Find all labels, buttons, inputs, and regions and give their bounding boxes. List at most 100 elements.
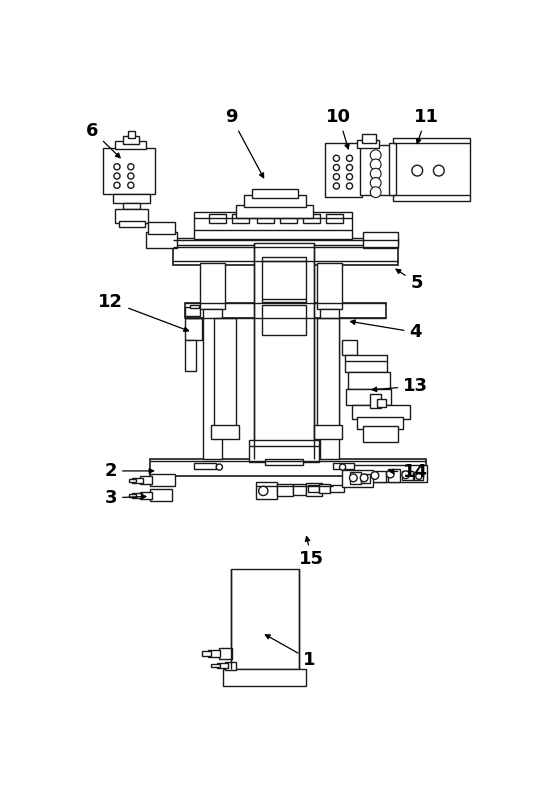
- Text: 13: 13: [372, 377, 428, 395]
- Bar: [262, 257, 306, 301]
- Bar: [148, 222, 175, 234]
- Bar: [357, 140, 379, 147]
- Text: 2: 2: [104, 462, 154, 480]
- Bar: [308, 485, 320, 492]
- Bar: [194, 463, 215, 469]
- Bar: [361, 474, 370, 483]
- Bar: [132, 478, 143, 483]
- Bar: [360, 145, 391, 195]
- Bar: [364, 232, 398, 247]
- Text: 3: 3: [104, 488, 146, 507]
- Bar: [262, 305, 306, 335]
- Bar: [402, 471, 412, 480]
- Circle shape: [334, 183, 340, 189]
- Bar: [362, 134, 376, 143]
- Circle shape: [350, 474, 357, 481]
- Bar: [150, 474, 175, 486]
- Bar: [332, 463, 354, 469]
- Bar: [377, 400, 386, 407]
- Bar: [185, 340, 196, 371]
- Circle shape: [370, 150, 381, 161]
- Bar: [392, 137, 470, 201]
- Bar: [217, 664, 228, 668]
- Bar: [225, 662, 235, 669]
- Text: 6: 6: [86, 121, 120, 158]
- Bar: [190, 305, 199, 308]
- Bar: [357, 417, 403, 428]
- Bar: [233, 214, 249, 223]
- Circle shape: [416, 473, 422, 480]
- Bar: [330, 485, 344, 492]
- Bar: [129, 494, 136, 497]
- Circle shape: [346, 155, 352, 162]
- Bar: [140, 492, 153, 499]
- Circle shape: [346, 174, 352, 180]
- Bar: [194, 213, 352, 239]
- Bar: [128, 132, 135, 137]
- Circle shape: [433, 165, 444, 176]
- Bar: [320, 484, 330, 493]
- Bar: [132, 493, 143, 498]
- Circle shape: [334, 155, 340, 162]
- Bar: [231, 569, 299, 668]
- Text: 14: 14: [389, 463, 428, 481]
- Bar: [140, 477, 153, 484]
- Bar: [326, 214, 344, 223]
- Circle shape: [128, 163, 134, 170]
- Circle shape: [370, 178, 381, 188]
- Bar: [252, 189, 298, 198]
- Bar: [129, 479, 136, 482]
- Bar: [346, 465, 427, 481]
- Bar: [277, 484, 292, 496]
- Bar: [173, 238, 398, 244]
- Bar: [214, 319, 235, 427]
- Bar: [317, 319, 339, 427]
- Bar: [113, 193, 150, 203]
- Bar: [211, 665, 220, 667]
- Text: 10: 10: [326, 108, 351, 149]
- Text: 12: 12: [98, 293, 189, 331]
- Circle shape: [360, 474, 368, 481]
- Bar: [314, 425, 342, 439]
- Bar: [123, 203, 140, 209]
- Circle shape: [340, 464, 346, 470]
- Text: 9: 9: [225, 108, 264, 178]
- Bar: [219, 648, 233, 659]
- Bar: [371, 471, 386, 481]
- Bar: [303, 214, 320, 223]
- Bar: [208, 649, 220, 657]
- Circle shape: [346, 164, 352, 170]
- Bar: [320, 309, 339, 459]
- Bar: [345, 355, 387, 373]
- Bar: [146, 232, 177, 247]
- Bar: [257, 214, 274, 223]
- Bar: [350, 473, 361, 484]
- Bar: [249, 440, 319, 462]
- Circle shape: [334, 174, 340, 180]
- Bar: [119, 220, 145, 227]
- Bar: [306, 483, 322, 496]
- Circle shape: [114, 163, 120, 170]
- Circle shape: [412, 165, 423, 176]
- Bar: [342, 470, 372, 487]
- Bar: [115, 209, 148, 223]
- Bar: [325, 143, 362, 197]
- Text: 5: 5: [396, 269, 423, 292]
- Bar: [173, 243, 398, 265]
- Bar: [370, 394, 381, 408]
- Bar: [346, 389, 391, 404]
- Bar: [388, 469, 400, 481]
- Text: 15: 15: [299, 537, 324, 569]
- Circle shape: [334, 164, 340, 170]
- Circle shape: [128, 182, 134, 188]
- Bar: [223, 668, 306, 686]
- Circle shape: [370, 168, 381, 179]
- Circle shape: [386, 470, 394, 478]
- Bar: [292, 484, 306, 495]
- Circle shape: [114, 182, 120, 188]
- Bar: [209, 214, 226, 223]
- Bar: [236, 205, 314, 218]
- Bar: [352, 404, 410, 419]
- Bar: [185, 303, 386, 319]
- Text: 11: 11: [414, 108, 439, 144]
